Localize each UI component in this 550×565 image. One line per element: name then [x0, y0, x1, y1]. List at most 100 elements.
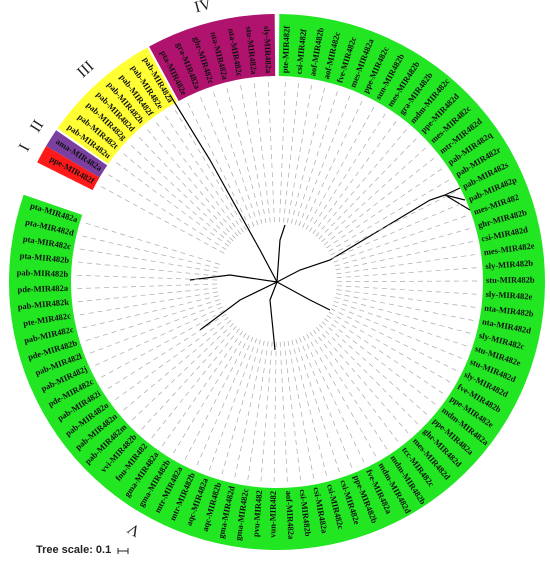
- leaf-guide: [279, 82, 286, 223]
- leaf-guide: [321, 147, 426, 243]
- leaf-guide: [335, 293, 474, 321]
- leaf-guide: [333, 215, 466, 263]
- leaf-guide: [165, 115, 244, 233]
- leaf-guide: [184, 335, 250, 460]
- leaf-label: csi-MIR482f: [294, 28, 309, 74]
- leaf-guide: [100, 310, 225, 378]
- leaf-guide: [221, 339, 261, 475]
- branch: [269, 281, 278, 351]
- leaf-label: pte-MIR482f: [280, 26, 292, 74]
- branch: [276, 194, 446, 283]
- leaf-guide: [156, 122, 242, 235]
- leaf-guide: [273, 341, 277, 482]
- leaf-guide: [123, 320, 232, 411]
- clade-band: [46, 130, 108, 178]
- leaf-label: pta-MIR482b: [19, 250, 70, 265]
- leaf-guide: [101, 186, 225, 254]
- branch: [276, 281, 331, 311]
- leaf-guide: [334, 297, 471, 334]
- clade-label: III: [74, 58, 97, 81]
- leaf-guide: [130, 145, 234, 242]
- clade-band: [37, 145, 100, 191]
- leaf-guide: [240, 85, 267, 224]
- leaf-guide: [115, 317, 229, 400]
- leaf-guide: [309, 113, 386, 232]
- leaf-guide: [208, 338, 258, 471]
- leaf-guide: [79, 248, 218, 273]
- leaf-guide: [336, 285, 477, 295]
- leaf-guide: [321, 321, 428, 415]
- leaf-guide: [141, 325, 237, 430]
- leaf-guide: [82, 235, 219, 269]
- leaf-guide: [147, 129, 239, 237]
- leaf-guide: [302, 100, 363, 228]
- leaf-label: pde-MIR482a: [17, 283, 69, 295]
- leaf-guide: [85, 222, 220, 265]
- leaf-guide: [323, 157, 435, 246]
- leaf-label: stu-MIR482b: [486, 275, 535, 285]
- leaf-label: sly-MIR482a: [262, 26, 274, 74]
- branch: [199, 281, 278, 331]
- clade-label: IV: [193, 0, 214, 16]
- leaf-guide: [132, 323, 234, 421]
- leaf-guide: [247, 341, 269, 480]
- clade-label: II: [27, 117, 47, 135]
- leaf-guide: [108, 174, 227, 251]
- leaf-guide: [226, 88, 263, 224]
- leaf-guide: [173, 333, 247, 454]
- leaf-guide: [295, 338, 340, 473]
- leaf-guide: [77, 274, 218, 281]
- leaf-guide: [326, 315, 444, 394]
- branch: [444, 187, 471, 211]
- leaf-guide: [328, 311, 451, 383]
- leaf-guide: [318, 324, 419, 425]
- clade-band: [149, 14, 276, 101]
- leaf-guide: [267, 82, 275, 223]
- leaf-guide: [287, 340, 315, 479]
- leaf-guide: [330, 308, 457, 371]
- leaf-guide: [316, 327, 409, 434]
- leaf-guide: [79, 291, 218, 316]
- leaf-guide: [312, 121, 397, 235]
- leaf-guide: [95, 306, 223, 366]
- leaf-guide: [328, 179, 450, 252]
- leaf-guide: [77, 283, 218, 289]
- leaf-guide: [294, 91, 338, 225]
- leaf-guide: [151, 328, 240, 439]
- leaf-guide: [309, 331, 388, 450]
- branch: [189, 274, 278, 283]
- leaf-label: pab-MIR482b: [17, 267, 69, 279]
- leaf-guide: [332, 304, 462, 359]
- scale-bar: [117, 548, 129, 554]
- leaf-label: vun-MIR482: [267, 491, 278, 538]
- leaf-label: aof-MIR482a: [284, 490, 297, 540]
- leaf-guide: [299, 337, 353, 468]
- clade-label: I: [16, 141, 34, 154]
- leaf-guide: [336, 267, 477, 279]
- leaf-label: sly-MIR482e: [485, 289, 532, 302]
- leaf-guide: [302, 335, 365, 463]
- leaf-guide: [312, 329, 399, 442]
- leaf-guide: [123, 153, 232, 244]
- leaf-guide: [287, 84, 313, 223]
- leaf-guide: [234, 340, 265, 478]
- leaf-guide: [335, 241, 473, 271]
- tree-scale: Tree scale: 0.1: [36, 544, 111, 556]
- leaf-guide: [77, 287, 218, 303]
- leaf-guide: [85, 299, 220, 342]
- leaf-guide: [333, 300, 467, 347]
- leaf-guide: [305, 106, 375, 230]
- leaf-guide: [77, 261, 218, 277]
- leaf-guide: [336, 254, 476, 275]
- leaf-guide: [334, 228, 470, 267]
- leaf-guide: [336, 289, 476, 308]
- leaf-guide: [330, 191, 456, 256]
- clade-label: V: [124, 519, 143, 540]
- leaf-guide: [107, 313, 227, 390]
- branch: [276, 224, 286, 283]
- leaf-guide: [324, 318, 436, 405]
- leaf-guide: [82, 295, 219, 329]
- branch: [169, 94, 278, 283]
- leaf-label: pvu-MIR482: [250, 490, 264, 537]
